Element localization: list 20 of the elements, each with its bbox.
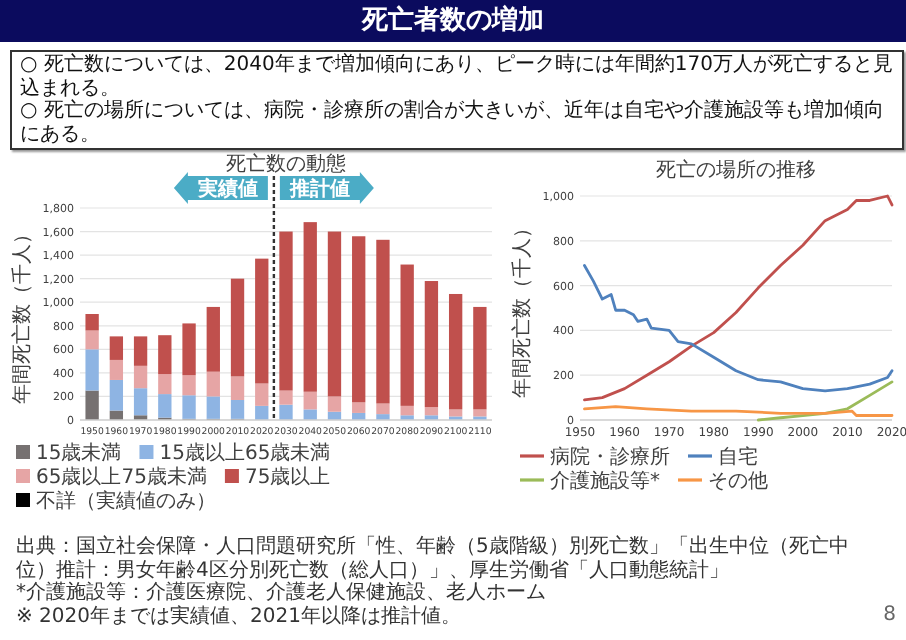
legend-label: 不詳（実績値のみ）	[36, 489, 216, 513]
legend-label: 自宅	[718, 445, 758, 469]
source-note: 出典：国立社会保障・人口問題研究所「性、年齢（5歳階級）別死亡数」「出生中位（死亡中位）推計：男女年齢4区分別死亡数（総人口）」、厚生労働省「人口動態統計」	[16, 536, 851, 581]
text: 8	[883, 604, 896, 626]
legend-label: 75歳以上	[244, 465, 331, 489]
y-axis-title: 年間死亡数（千人）	[10, 224, 34, 404]
text: 死亡者数の増加	[0, 0, 906, 42]
legend-label: 15歳以上65歳未満	[159, 441, 331, 465]
y-axis-title: 年間死亡数（千人）	[510, 218, 534, 398]
text: ○ 死亡の場所については、病院・診療所の割合が大きいが、近年は自宅や介護施設等も増加傾向にある。	[20, 100, 886, 146]
text: *介護施設等：介護医療院、介護老人保健施設、老人ホーム	[16, 582, 548, 605]
legend-label: 介護施設等*	[550, 469, 660, 493]
legend-label: その他	[708, 469, 768, 493]
chart-title: 死亡数の動態	[226, 152, 346, 176]
legend-label: 病院・診療所	[550, 445, 670, 469]
legend-label: 15歳未満	[36, 441, 122, 465]
text: ○ 死亡数については、2040年まで増加傾向にあり、ピーク時には年間約170万人が死亡すると見込まれる。	[20, 54, 894, 99]
text: ※ 2020年までは実績値、2021年以降は推計値。	[16, 605, 463, 628]
legend-label: 65歳以上75歳未満	[36, 465, 207, 489]
chart-title: 死亡の場所の推移	[656, 158, 816, 182]
